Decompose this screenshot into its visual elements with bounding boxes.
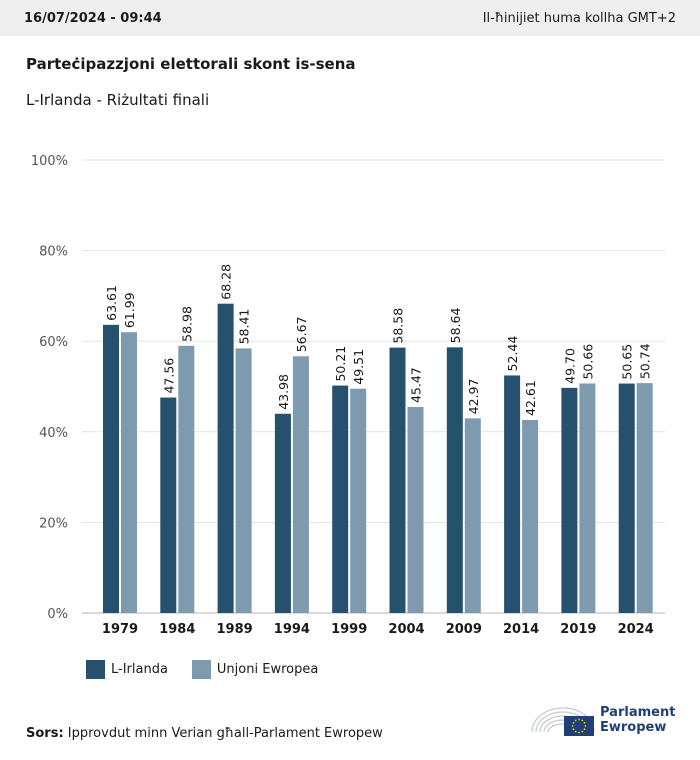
x-tick-label: 1999	[331, 622, 367, 637]
data-label: 63.61	[104, 285, 119, 321]
x-tick-label: 2004	[388, 622, 424, 637]
x-tick-label: 2014	[503, 622, 539, 637]
data-label: 50.74	[638, 343, 653, 379]
x-tick-label: 2019	[560, 622, 596, 637]
y-tick-label: 60%	[39, 335, 68, 350]
x-tick-label: 1979	[102, 622, 138, 637]
x-tick-label: 1984	[159, 622, 195, 637]
bar-ireland	[217, 303, 234, 613]
bar-ireland	[332, 385, 349, 613]
legend-swatch-eu	[191, 660, 211, 679]
legend-label-ireland: L-Irlanda	[111, 662, 168, 677]
bar-ireland	[561, 387, 578, 613]
source-note: Sors: Ipprovdut minn Verian għall-Parlam…	[26, 726, 383, 741]
legend-swatch-ireland	[86, 660, 105, 679]
data-label: 61.99	[122, 292, 137, 328]
data-label: 45.47	[409, 367, 424, 403]
bar-eu	[579, 383, 596, 613]
data-label: 42.97	[466, 379, 481, 415]
y-tick-label: 0%	[47, 607, 68, 622]
bar-eu	[292, 356, 309, 613]
x-tick-label: 1989	[217, 622, 253, 637]
bar-ireland	[103, 324, 119, 613]
data-label: 49.51	[351, 349, 366, 385]
data-label: 58.98	[179, 306, 194, 342]
header-bar: 16/07/2024 - 09:44 Il-ħinijiet huma koll…	[0, 0, 700, 36]
data-label: 49.70	[562, 348, 577, 384]
bar-eu	[464, 418, 481, 613]
bar-eu	[178, 345, 195, 613]
y-tick-label: 40%	[39, 426, 68, 441]
bar-ireland	[504, 375, 521, 613]
bar-chart: 0% 20% 40% 60% 80% 100% 63.61 61.99 1979 47.56 58.…	[31, 154, 665, 637]
legend-item-ireland: L-Irlanda	[86, 660, 168, 679]
data-label: 50.66	[580, 344, 595, 380]
bar-ireland	[160, 397, 177, 613]
logo-text-line-1: Parlament	[600, 705, 676, 720]
bar-ireland	[389, 347, 406, 613]
bar-eu	[636, 383, 653, 613]
data-label: 43.98	[276, 374, 291, 410]
data-label: 50.65	[620, 344, 635, 380]
data-label: 56.67	[294, 316, 309, 352]
x-tick-label: 2009	[446, 622, 482, 637]
data-label: 52.44	[505, 336, 520, 372]
legend-label-eu: Unjoni Ewropea	[216, 662, 319, 677]
legend: L-Irlanda Unjoni Ewropea	[86, 660, 342, 679]
data-label: 58.58	[391, 308, 406, 344]
bar-eu	[522, 419, 539, 613]
timezone-note: Il-ħinijiet huma kollha GMT+2	[482, 10, 676, 26]
logo-text-line-2: Ewropew	[600, 720, 667, 735]
bar-ireland	[274, 413, 291, 613]
chart-title: Parteċipazzjoni elettorali skont is-sena	[26, 55, 356, 73]
data-label: 58.41	[237, 309, 252, 345]
y-tick-label: 20%	[39, 516, 68, 531]
chart-subtitle: L-Irlanda - Riżultati finali	[26, 91, 210, 109]
bar-ireland	[618, 383, 635, 613]
bar-eu	[407, 407, 424, 613]
bar-eu	[350, 388, 367, 613]
data-label: 42.61	[523, 380, 538, 416]
bar-eu	[121, 332, 137, 613]
data-label: 68.28	[219, 264, 234, 300]
x-tick-label: 1994	[274, 622, 310, 637]
x-tick-label: 2024	[618, 622, 654, 637]
y-tick-label: 80%	[39, 245, 68, 260]
timestamp: 16/07/2024 - 09:44	[24, 10, 162, 26]
legend-item-eu: Unjoni Ewropea	[191, 660, 319, 679]
parliament-logo: Parlament Ewropew	[530, 702, 675, 738]
data-label: 47.56	[161, 358, 176, 394]
logo-text: Parlament Ewropew	[600, 705, 675, 735]
source-label: Sors:	[26, 726, 64, 741]
y-tick-label: 100%	[31, 154, 68, 169]
bar-ireland	[446, 347, 463, 613]
bar-eu	[235, 348, 252, 613]
hemicycle-flag-icon	[531, 707, 595, 736]
data-label: 50.21	[333, 346, 348, 382]
source-text: Ipprovdut minn Verian għall-Parlament Ew…	[63, 726, 383, 741]
data-label: 58.64	[448, 308, 463, 344]
